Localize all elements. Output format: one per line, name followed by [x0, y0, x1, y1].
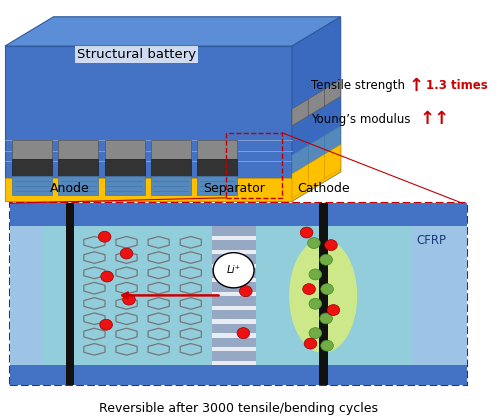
Circle shape: [309, 328, 322, 339]
Bar: [104, 140, 144, 159]
Bar: [212, 347, 256, 352]
Text: Structural battery: Structural battery: [76, 48, 196, 61]
Circle shape: [240, 286, 252, 297]
Text: Anode: Anode: [50, 182, 90, 195]
Text: Separator: Separator: [202, 182, 264, 195]
Polygon shape: [324, 126, 340, 154]
Bar: [104, 176, 144, 195]
Polygon shape: [324, 145, 340, 178]
Polygon shape: [292, 145, 308, 174]
Circle shape: [100, 319, 112, 330]
Circle shape: [308, 238, 320, 248]
Bar: [58, 159, 98, 176]
Bar: [5, 178, 292, 201]
Bar: [212, 305, 256, 310]
Circle shape: [237, 328, 250, 339]
Circle shape: [213, 253, 254, 288]
Text: Cathode: Cathode: [297, 182, 350, 195]
Ellipse shape: [289, 239, 357, 353]
Circle shape: [304, 338, 317, 349]
Bar: [10, 365, 467, 385]
Circle shape: [100, 271, 114, 282]
Bar: [212, 334, 256, 338]
Bar: [10, 203, 467, 385]
Polygon shape: [5, 17, 340, 46]
Text: Tensile strength: Tensile strength: [312, 79, 406, 93]
Bar: [12, 159, 52, 176]
Bar: [12, 176, 52, 195]
Circle shape: [309, 298, 322, 309]
Bar: [12, 140, 52, 159]
Bar: [197, 159, 237, 176]
Circle shape: [300, 227, 313, 238]
Text: Young’s modulus: Young’s modulus: [312, 113, 411, 126]
Polygon shape: [292, 145, 341, 201]
Text: ↑↑: ↑↑: [420, 111, 450, 128]
Text: ↑: ↑: [408, 77, 424, 95]
Text: CFRP: CFRP: [416, 234, 446, 247]
Circle shape: [122, 294, 136, 305]
Bar: [58, 176, 98, 195]
Bar: [66, 203, 74, 385]
Polygon shape: [308, 89, 324, 116]
Bar: [5, 46, 292, 201]
Circle shape: [98, 231, 111, 242]
Bar: [212, 278, 256, 282]
Bar: [10, 226, 42, 365]
Text: Reversible after 3000 tensile/bending cycles: Reversible after 3000 tensile/bending cy…: [99, 402, 378, 415]
Circle shape: [320, 254, 332, 265]
Polygon shape: [308, 154, 324, 189]
Polygon shape: [292, 164, 308, 198]
Bar: [212, 292, 256, 296]
Bar: [212, 264, 256, 268]
Polygon shape: [308, 135, 324, 164]
Bar: [212, 236, 256, 240]
Bar: [412, 226, 467, 365]
Circle shape: [320, 340, 334, 351]
Bar: [10, 203, 467, 226]
Bar: [197, 176, 237, 195]
Circle shape: [324, 240, 338, 251]
Polygon shape: [292, 99, 308, 126]
Polygon shape: [324, 80, 340, 106]
Bar: [197, 140, 237, 159]
Bar: [10, 226, 467, 365]
Bar: [151, 159, 191, 176]
Bar: [212, 319, 256, 323]
Circle shape: [327, 305, 340, 316]
Circle shape: [320, 284, 334, 295]
Polygon shape: [292, 17, 341, 201]
Circle shape: [302, 284, 316, 295]
Bar: [226, 133, 282, 198]
Circle shape: [320, 313, 332, 324]
Bar: [319, 203, 328, 385]
Bar: [212, 250, 256, 254]
Bar: [212, 226, 256, 365]
Bar: [58, 140, 98, 159]
Bar: [151, 176, 191, 195]
Text: 1.3 times: 1.3 times: [426, 79, 488, 93]
Bar: [212, 361, 256, 365]
Bar: [151, 140, 191, 159]
Bar: [104, 159, 144, 176]
Circle shape: [309, 269, 322, 280]
Circle shape: [120, 248, 133, 259]
Text: Li⁺: Li⁺: [226, 265, 240, 275]
